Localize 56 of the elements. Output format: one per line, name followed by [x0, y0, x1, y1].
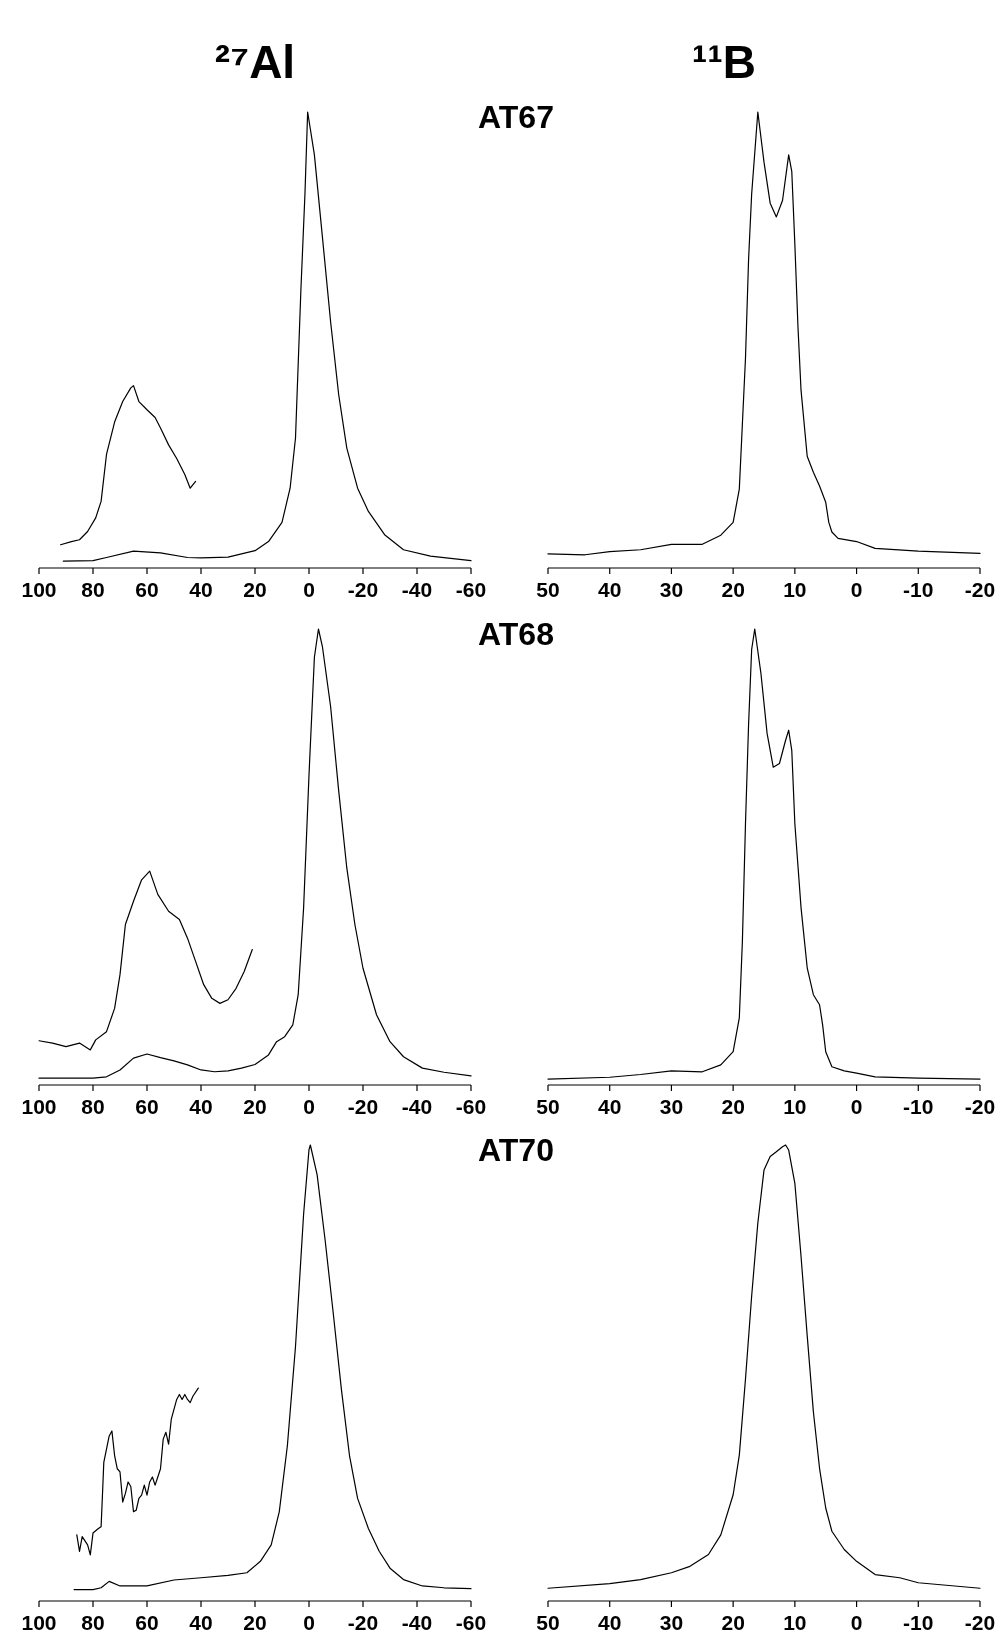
x-tick-label: -60 [455, 578, 487, 601]
x-tick-label: 20 [721, 578, 745, 601]
x-tick-label: 30 [659, 578, 684, 601]
x-tick-label: 30 [659, 1095, 684, 1118]
x-tick-label: 80 [81, 1611, 105, 1634]
x-tick-label: 0 [303, 578, 315, 601]
x-tick-label: 80 [81, 578, 105, 601]
x-tick-label: 10 [783, 1611, 807, 1634]
x-tick-label: -40 [401, 578, 433, 601]
x-tick-label: -20 [347, 1611, 379, 1634]
x-tick-label: 100 [21, 1611, 57, 1634]
x-tick-label: 50 [536, 1611, 560, 1634]
x-tick-label: -10 [903, 578, 934, 601]
x-tick-label: 20 [243, 578, 267, 601]
x-tick-label: -10 [903, 1611, 934, 1634]
x-tick-label: -40 [401, 1611, 433, 1634]
chart-title: ¹¹B [692, 36, 756, 88]
x-tick-label: 60 [135, 1611, 159, 1634]
x-tick-label: 20 [721, 1095, 745, 1118]
x-tick-label: 0 [850, 578, 863, 601]
x-tick-label: 80 [81, 1095, 105, 1118]
chart-title: ²⁷Al [214, 36, 296, 88]
x-tick-label: 0 [850, 1611, 863, 1634]
x-tick-label: 0 [303, 1611, 315, 1634]
x-tick-label: 60 [135, 1095, 159, 1118]
chart-subtitle: AT70 [478, 1132, 554, 1168]
x-tick-label: 40 [598, 1095, 622, 1118]
x-tick-label: 20 [243, 1095, 267, 1118]
x-tick-label: 60 [135, 578, 159, 601]
x-tick-label: 20 [721, 1611, 745, 1634]
x-tick-label: 40 [598, 1611, 622, 1634]
x-tick-label: 40 [189, 578, 213, 601]
x-tick-label: -60 [455, 1095, 487, 1118]
chart-subtitle: AT68 [478, 616, 554, 652]
x-tick-label: 100 [21, 578, 57, 601]
x-tick-label: -40 [401, 1095, 433, 1118]
x-tick-label: 100 [21, 1095, 57, 1118]
x-tick-label: -10 [903, 1095, 934, 1118]
x-tick-label: 30 [659, 1611, 684, 1634]
x-tick-label: 50 [536, 1095, 560, 1118]
x-tick-label: -60 [455, 1611, 487, 1634]
x-tick-label: 10 [783, 1095, 807, 1118]
x-tick-label: 20 [243, 1611, 267, 1634]
x-tick-label: -20 [964, 1095, 996, 1118]
x-tick-label: -20 [347, 1095, 379, 1118]
x-tick-label: 40 [189, 1611, 213, 1634]
x-tick-label: 40 [598, 578, 622, 601]
x-tick-label: -20 [964, 1611, 996, 1634]
x-tick-label: 10 [783, 578, 807, 601]
x-tick-label: 50 [536, 578, 560, 601]
x-tick-label: -20 [964, 578, 996, 601]
x-tick-label: 0 [850, 1095, 863, 1118]
x-tick-label: -20 [347, 578, 379, 601]
chart-subtitle: AT67 [478, 99, 554, 135]
x-tick-label: 0 [303, 1095, 315, 1118]
x-tick-label: 40 [189, 1095, 213, 1118]
